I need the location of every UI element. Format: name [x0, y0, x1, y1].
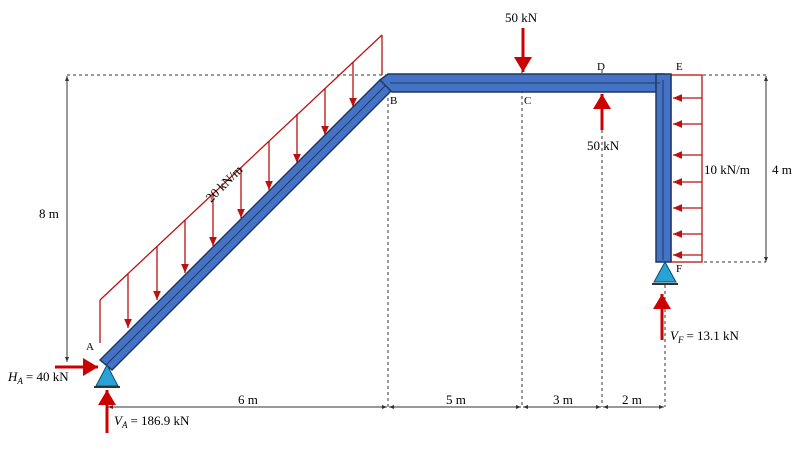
point-load-label: 50 kN	[505, 10, 538, 25]
node-label: E	[676, 61, 683, 73]
reaction-subscript: F	[677, 335, 684, 345]
vertical-distributed-load	[670, 74, 703, 263]
reaction-label: VA = 186.9 kN	[114, 413, 190, 430]
reaction-symbol: V	[670, 328, 680, 343]
dimension-label: 8 m	[39, 206, 59, 221]
reaction-label: HA = 40 kN	[7, 369, 69, 386]
dimension-label: 4 m	[772, 162, 792, 177]
point-load-label: 50 kN	[587, 138, 620, 153]
reaction-value: = 13.1 kN	[686, 328, 739, 343]
distributed-load-label: 10 kN/m	[704, 162, 750, 177]
node-label: A	[86, 341, 94, 353]
frame-members	[98, 73, 672, 372]
node-label: F	[676, 263, 682, 275]
node-label: D	[597, 61, 605, 73]
dimension-lines	[65, 76, 768, 409]
reaction-symbol: H	[7, 369, 18, 384]
node-label: C	[524, 95, 531, 107]
force-arrows	[55, 28, 671, 433]
supports	[94, 260, 678, 388]
inclined-distributed-load	[99, 34, 383, 343]
reaction-label: VF = 13.1 kN	[670, 328, 740, 345]
dimension-label: 2 m	[622, 392, 642, 407]
dimension-label: 3 m	[553, 392, 573, 407]
reaction-value: = 40 kN	[26, 369, 69, 384]
distributed-load-label: 20 kN/m	[203, 162, 246, 205]
node-label: B	[390, 95, 397, 107]
dimension-label: 5 m	[446, 392, 466, 407]
reaction-symbol: V	[114, 413, 124, 428]
reaction-subscript: A	[16, 376, 23, 386]
dimension-label: 6 m	[238, 392, 258, 407]
reaction-value: = 186.9 kN	[130, 413, 190, 428]
reaction-subscript: A	[121, 420, 128, 430]
